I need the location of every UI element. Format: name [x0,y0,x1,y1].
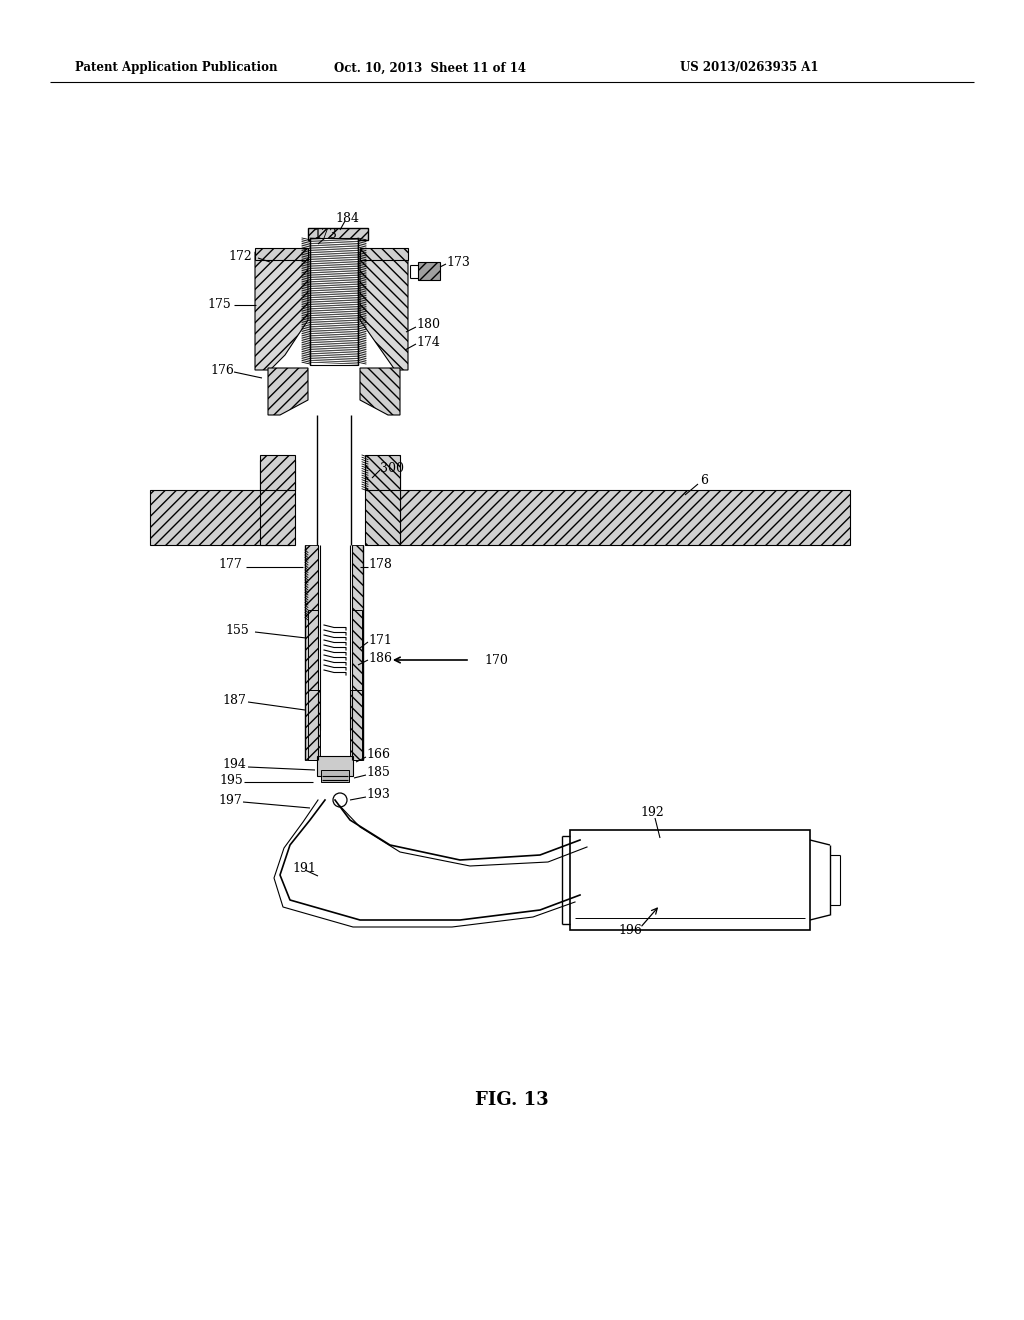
Polygon shape [352,610,362,690]
Polygon shape [255,252,308,370]
Text: 191: 191 [292,862,315,874]
Polygon shape [352,545,362,760]
Bar [321,770,349,781]
Text: 180: 180 [416,318,440,331]
Polygon shape [308,690,319,760]
Bar [319,545,350,725]
Text: FIG. 13: FIG. 13 [475,1092,549,1109]
Polygon shape [150,490,290,545]
Polygon shape [260,459,295,545]
Polygon shape [350,690,362,760]
Text: 6: 6 [700,474,708,487]
Text: 178: 178 [368,558,392,572]
Polygon shape [305,545,318,760]
Text: Patent Application Publication: Patent Application Publication [75,62,278,74]
Text: 173: 173 [313,228,337,242]
Polygon shape [400,490,850,545]
Text: 173: 173 [446,256,470,268]
Text: 155: 155 [225,623,249,636]
Text: 186: 186 [368,652,392,664]
Text: 195: 195 [219,774,243,787]
Text: 185: 185 [366,767,390,780]
Text: 171: 171 [368,634,392,647]
Text: 197: 197 [218,793,242,807]
Text: 184: 184 [335,211,359,224]
Text: 166: 166 [366,748,390,762]
Text: 170: 170 [484,653,508,667]
Polygon shape [268,368,308,414]
Polygon shape [365,455,400,490]
Text: 193: 193 [366,788,390,801]
Text: 176: 176 [210,363,233,376]
Text: 192: 192 [640,805,664,818]
Text: 300: 300 [380,462,404,474]
Polygon shape [360,252,408,370]
Text: 172: 172 [228,249,252,263]
Bar [360,248,408,260]
Polygon shape [308,610,318,690]
Polygon shape [360,368,400,414]
Bar [570,830,810,931]
Text: Oct. 10, 2013  Sheet 11 of 14: Oct. 10, 2013 Sheet 11 of 14 [334,62,526,74]
Bar [317,756,353,776]
Text: 175: 175 [207,298,230,312]
Bar [418,261,440,280]
Bar [308,228,368,240]
Text: 196: 196 [618,924,642,936]
Text: 174: 174 [416,335,440,348]
Text: 177: 177 [218,558,242,572]
Polygon shape [365,459,400,545]
Text: US 2013/0263935 A1: US 2013/0263935 A1 [680,62,818,74]
Polygon shape [260,455,295,490]
Text: 194: 194 [222,759,246,771]
Bar [310,238,358,366]
Bar [255,248,308,260]
Text: 187: 187 [222,693,246,706]
